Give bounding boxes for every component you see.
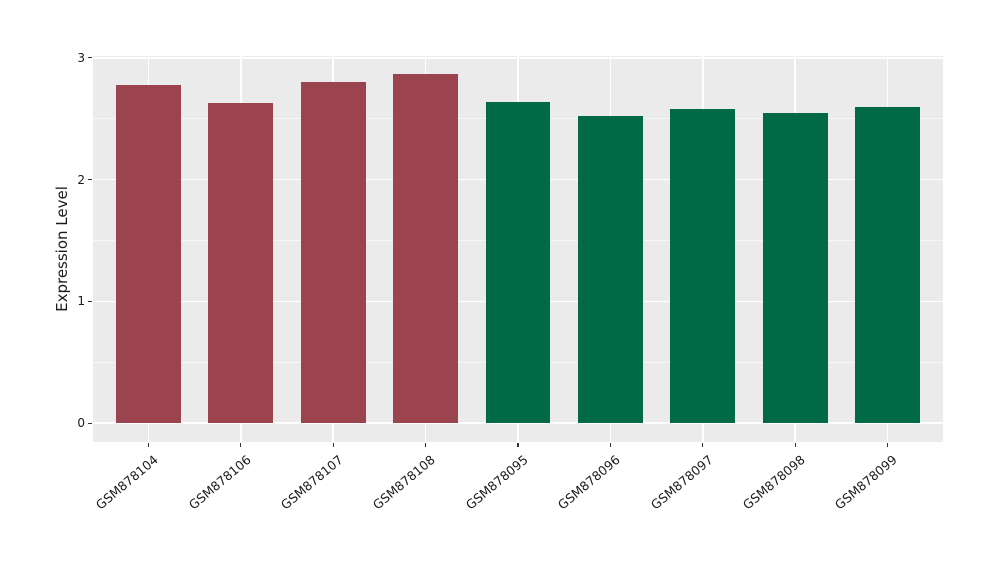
bar-GSM878095 (485, 101, 551, 424)
y-tick-mark (88, 57, 92, 59)
y-tick-label: 0 (77, 416, 85, 431)
y-tick-label: 2 (77, 172, 85, 187)
x-tick-label-GSM878099: GSM878099 (832, 452, 901, 513)
y-tick-label: 3 (77, 50, 85, 65)
x-tick-mark (332, 443, 334, 447)
bar-GSM878098 (762, 112, 828, 424)
x-tick-mark (886, 443, 889, 447)
x-tick-mark (702, 443, 704, 447)
x-tick-label-GSM878104: GSM878104 (93, 452, 162, 513)
bar-GSM878107 (300, 82, 366, 424)
x-tick-label-GSM878098: GSM878098 (739, 452, 808, 513)
x-tick-label-GSM878097: GSM878097 (647, 452, 716, 513)
x-tick-mark (147, 443, 150, 447)
y-axis-title: Expression Level (53, 186, 71, 312)
x-tick-mark (240, 443, 242, 447)
y-tick-mark (88, 178, 92, 181)
x-tick-mark (425, 443, 427, 447)
bar-GSM878108 (393, 73, 458, 424)
y-tick-label: 1 (77, 294, 85, 309)
bar-GSM878099 (855, 106, 920, 424)
bar-GSM878104 (116, 84, 181, 424)
x-tick-label-GSM878106: GSM878106 (185, 452, 254, 513)
bar-GSM878096 (578, 116, 643, 424)
y-tick-mark (88, 422, 92, 424)
x-tick-mark (609, 443, 611, 447)
bar-GSM878106 (208, 102, 274, 424)
x-tick-mark (517, 443, 519, 447)
x-tick-label-GSM878095: GSM878095 (462, 452, 531, 513)
x-tick-label-GSM878108: GSM878108 (370, 452, 439, 513)
y-tick-mark (88, 300, 92, 302)
x-tick-label-GSM878107: GSM878107 (277, 452, 346, 513)
x-tick-label-GSM878096: GSM878096 (555, 452, 624, 513)
bar-GSM878097 (670, 108, 736, 424)
plot-panel (93, 56, 943, 442)
x-tick-mark (794, 443, 796, 447)
